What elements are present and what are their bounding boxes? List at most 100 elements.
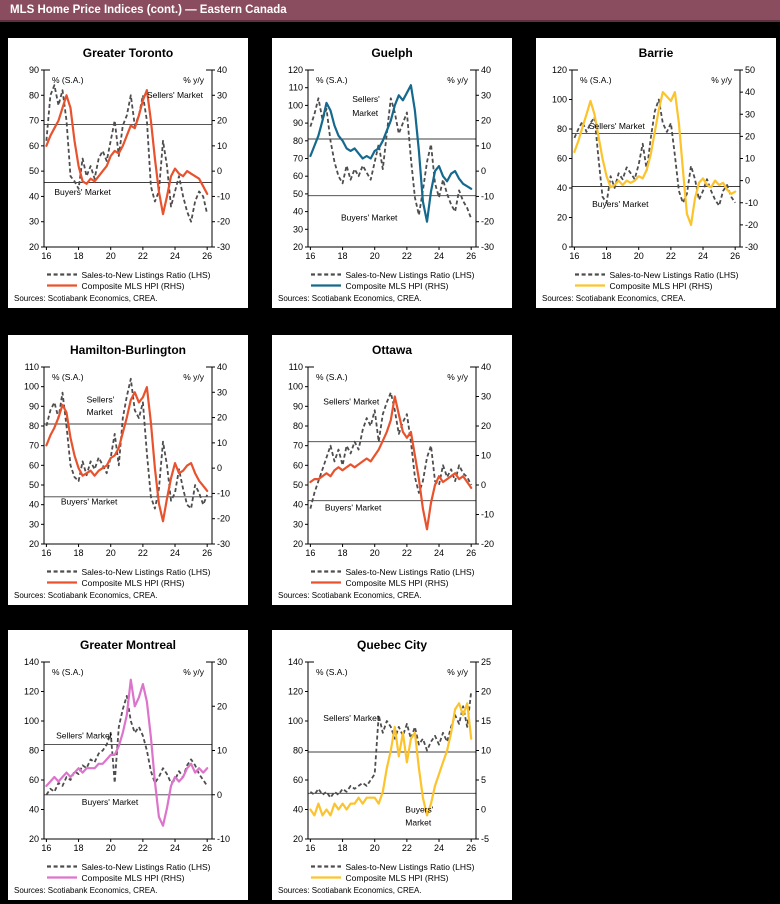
right-axis-unit-label: % y/y: [447, 372, 469, 382]
solid-line-icon: [574, 284, 605, 287]
legend-label-snlr: Sales-to-New Listings Ratio (LHS): [345, 269, 475, 280]
chart-legend: Sales-to-New Listings Ratio (LHS) Compos…: [310, 566, 474, 588]
right-axis-tick-label: 20: [217, 413, 227, 423]
left-axis-tick-label: 50: [29, 166, 39, 176]
right-axis-tick-label: 0: [481, 805, 486, 815]
left-axis-tick-label: 110: [25, 362, 39, 372]
left-axis-tick-label: 70: [29, 441, 39, 451]
right-axis-tick-label: 40: [217, 362, 227, 372]
left-axis-tick-label: 80: [293, 746, 303, 756]
left-axis-tick-label: 100: [288, 382, 303, 392]
right-axis-tick-label: 30: [481, 90, 491, 100]
left-axis-tick-label: 60: [29, 460, 39, 470]
solid-line-icon: [310, 284, 341, 287]
right-axis-tick-label: 20: [481, 116, 491, 126]
right-axis-tick-label: 10: [217, 141, 227, 151]
right-axis-tick-label: -30: [481, 242, 494, 252]
right-axis-tick-label: -10: [217, 488, 230, 498]
right-axis-tick-label: 0: [481, 480, 486, 490]
x-axis-tick-label: 22: [138, 548, 148, 558]
x-axis-tick-label: 22: [402, 843, 412, 853]
hpi-series-line: [45, 678, 209, 827]
x-axis-tick-label: 16: [41, 548, 51, 558]
legend-item-hpi: Composite MLS HPI (RHS): [46, 280, 211, 291]
right-axis-tick-label: -20: [217, 217, 230, 227]
dashed-line-icon: [46, 570, 77, 573]
market-label: Market: [352, 108, 379, 118]
x-axis-tick-label: 26: [466, 548, 476, 558]
left-axis-unit-label: % (S.A.): [316, 75, 348, 85]
dashed-line-icon: [46, 865, 77, 868]
hpi-series-line: [45, 386, 209, 523]
chart-title: Quebec City: [356, 638, 428, 652]
left-axis-tick-label: 140: [288, 657, 303, 667]
x-axis-tick-label: 18: [74, 843, 84, 853]
legend-item-snlr: Sales-to-New Listings Ratio (LHS): [310, 269, 475, 280]
market-label: Buyers' Market: [325, 503, 382, 513]
left-axis-tick-label: 60: [293, 460, 303, 470]
chart-card-guelph: Guelph 120 110 100 90 80 70 60 50 40 30 20 40 30 20 10…: [272, 38, 512, 308]
left-axis-tick-label: 90: [29, 65, 39, 75]
right-axis-tick-label: -10: [745, 198, 758, 208]
x-axis-tick-label: 18: [338, 843, 348, 853]
right-axis-tick-label: 0: [217, 790, 222, 800]
legend-label-snlr: Sales-to-New Listings Ratio (LHS): [345, 861, 475, 872]
right-axis-tick-label: 40: [217, 65, 227, 75]
right-axis-tick-label: 40: [481, 362, 491, 372]
right-axis-tick-label: 20: [745, 131, 755, 141]
x-axis-tick-label: 22: [138, 843, 148, 853]
x-axis-tick-label: 24: [170, 843, 180, 853]
left-axis-tick-label: 60: [29, 141, 39, 151]
right-axis-tick-label: 30: [217, 657, 227, 667]
left-axis-tick-label: 50: [29, 480, 39, 490]
chart-card-quebec-city: Quebec City 140 120 100 80 60 40 20 25 20 15 10 5 0 -…: [272, 630, 512, 900]
left-axis-tick-label: 40: [557, 183, 567, 193]
snlr-series-line: [309, 691, 473, 799]
snlr-series-line: [45, 84, 209, 223]
market-label: Sellers' Market: [147, 90, 204, 100]
dashed-line-icon: [310, 865, 341, 868]
left-axis-tick-label: 40: [293, 805, 303, 815]
chart-plot: 140 120 100 80 60 40 20 25 20 15 10 5 0 -5 16 18 20 22 24 2…: [288, 657, 491, 853]
legend-item-snlr: Sales-to-New Listings Ratio (LHS): [46, 269, 211, 280]
dashed-line-icon: [310, 570, 341, 573]
chart-plot: 1101009080706050403020403020100-10-20-30…: [24, 362, 230, 558]
right-axis-tick-label: 30: [481, 392, 491, 402]
left-axis-tick-label: 90: [293, 118, 303, 128]
left-axis-tick-label: 100: [24, 382, 39, 392]
left-axis-tick-label: 70: [293, 441, 303, 451]
left-axis-tick-label: 40: [293, 207, 303, 217]
right-axis-tick-label: 30: [745, 109, 755, 119]
market-label: Buyers' Market: [592, 199, 649, 209]
chart-card-greater-montreal: Greater Montreal 140 120 100 80 60 40 20 30 20 10…: [8, 630, 248, 900]
x-axis-tick-label: 16: [305, 251, 315, 261]
left-axis-tick-label: 80: [293, 421, 303, 431]
left-axis-tick-label: 30: [293, 519, 303, 529]
x-axis-tick-label: 26: [466, 251, 476, 261]
market-label: Sellers' Market: [323, 713, 380, 723]
market-label: Buyers' Market: [341, 212, 398, 222]
left-axis-tick-label: 80: [29, 421, 39, 431]
market-label: Sellers' Market: [56, 731, 113, 741]
right-axis-unit-label: % y/y: [711, 75, 733, 85]
chart-title: Greater Montreal: [79, 638, 177, 652]
sources-note: Sources: Scotiabank Economics, CREA.: [278, 591, 422, 600]
x-axis-tick-label: 26: [202, 251, 212, 261]
chart-title: Ottawa: [371, 343, 412, 357]
x-axis-tick-label: 18: [602, 251, 612, 261]
page-title: MLS Home Price Indices (cont.) — Eastern…: [10, 4, 287, 16]
legend-label-hpi: Composite MLS HPI (RHS): [345, 577, 449, 588]
hpi-series-line: [309, 702, 473, 817]
legend-item-hpi: Composite MLS HPI (RHS): [310, 280, 475, 291]
market-label: Buyers' Market: [82, 797, 139, 807]
legend-item-hpi: Composite MLS HPI (RHS): [46, 577, 211, 588]
solid-line-icon: [46, 876, 77, 879]
left-axis-unit-label: % (S.A.): [52, 75, 84, 85]
legend-label-snlr: Sales-to-New Listings Ratio (LHS): [81, 269, 211, 280]
x-axis-tick-label: 20: [106, 548, 116, 558]
legend-label-hpi: Composite MLS HPI (RHS): [345, 872, 449, 883]
left-axis-tick-label: 80: [293, 136, 303, 146]
market-label: Buyers' Market: [61, 497, 118, 507]
